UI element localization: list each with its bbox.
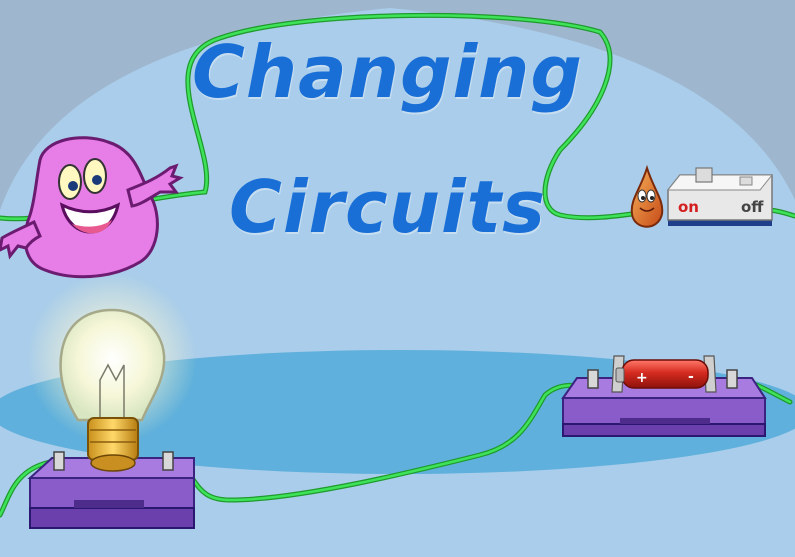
switch-on-label: on xyxy=(678,198,699,216)
battery-plus-label: + xyxy=(636,370,648,386)
title-line-2: Circuits xyxy=(229,165,546,249)
pink-creature-mascot xyxy=(0,136,184,279)
bulb-base-block xyxy=(27,451,195,529)
light-bulb-icon[interactable] xyxy=(59,308,166,472)
title-line-1: Changing xyxy=(192,30,583,114)
switch-off-label: off xyxy=(741,198,764,216)
drop-character-icon xyxy=(630,164,664,228)
battery-minus-label: - xyxy=(688,369,694,385)
battery-icon[interactable]: + - xyxy=(611,355,717,393)
switch-icon[interactable]: on off xyxy=(666,167,774,226)
